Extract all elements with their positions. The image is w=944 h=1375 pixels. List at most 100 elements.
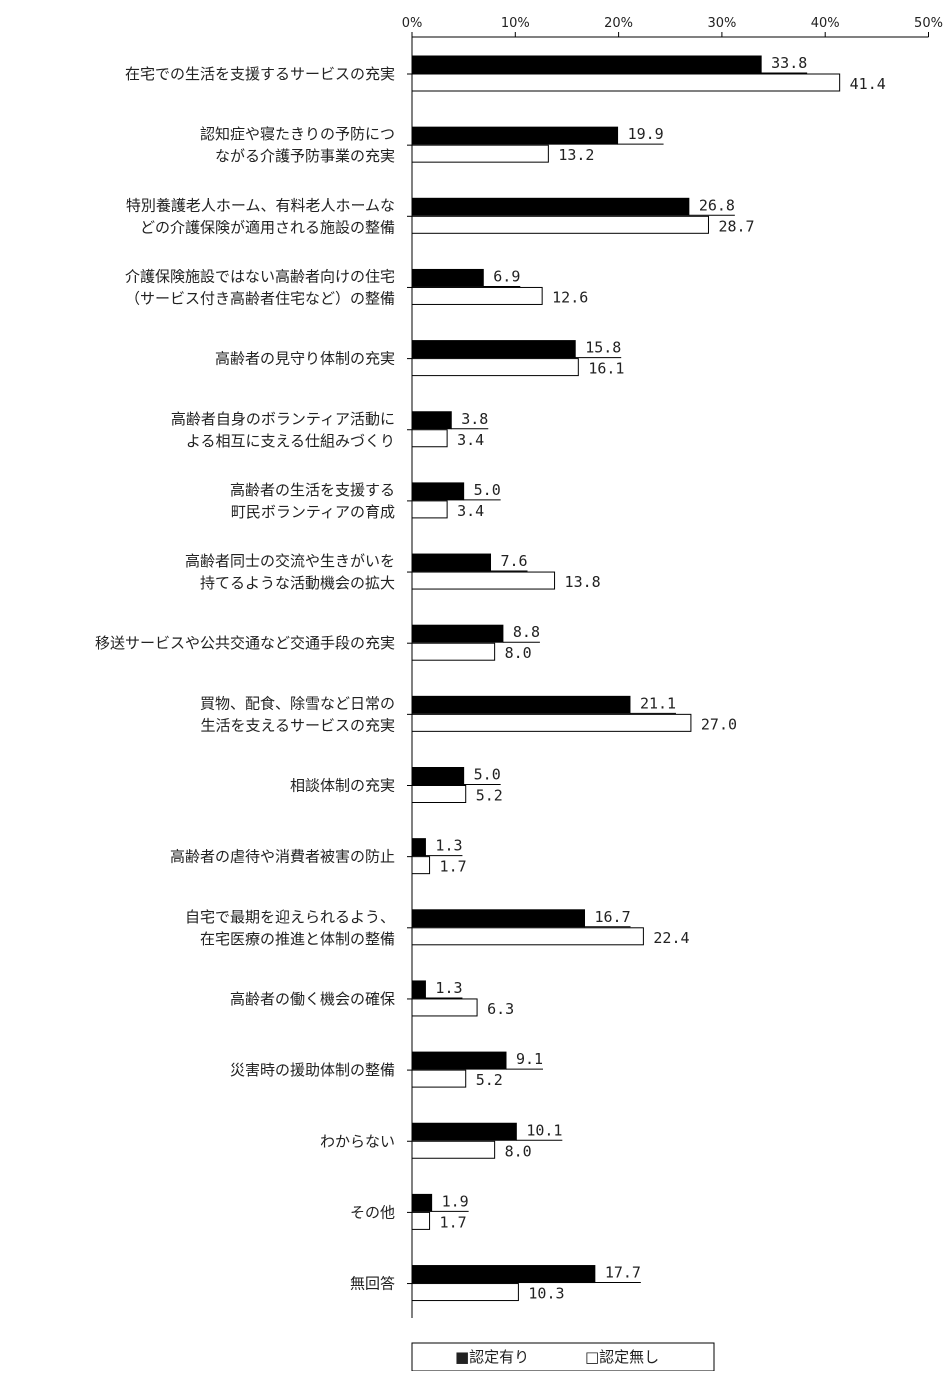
category-label: よる相互に支える仕組みづくり: [186, 432, 395, 450]
data-label: 16.7: [595, 908, 631, 926]
data-label: 9.1: [516, 1050, 543, 1068]
category-label: 買物、配食、除雪など日常の: [200, 694, 395, 712]
bar-ninteiari: [411, 1193, 433, 1212]
category-label: ながる介護予防事業の充実: [215, 147, 395, 165]
category-label: 持てるような活動機会の拡大: [200, 574, 395, 592]
data-label: 6.9: [493, 267, 520, 285]
data-label: 1.7: [440, 1213, 467, 1231]
data-label: 3.4: [457, 431, 484, 449]
data-label: 10.3: [528, 1285, 564, 1303]
data-label: 8.0: [505, 644, 532, 662]
category-label: 無回答: [350, 1275, 395, 1293]
data-label: 5.0: [474, 481, 501, 499]
bar-ninteiari: [411, 1051, 507, 1070]
x-tick-label: 20%: [604, 16, 633, 31]
data-label: 3.4: [457, 502, 484, 520]
category-label: 相談体制の充実: [290, 777, 395, 795]
bar-ninteiari: [411, 482, 465, 501]
category-label: 自宅で最期を迎えられるよう、: [185, 908, 395, 926]
category-label: 高齢者自身のボランティア活動に: [171, 410, 395, 428]
category-label: 在宅医療の推進と体制の整備: [200, 930, 395, 948]
data-label: 16.1: [588, 360, 624, 378]
legend-box: [411, 1342, 715, 1372]
bar-ninteiari: [411, 55, 762, 74]
category-label: 特別養護老人ホーム、有料老人ホームな: [126, 196, 395, 214]
data-label: 1.7: [440, 858, 467, 876]
bar-ninteinashi: [411, 856, 431, 875]
bar-ninteiari: [411, 340, 576, 359]
data-label: 10.1: [526, 1121, 562, 1139]
legend-item-ninteinashi: □認定無し: [585, 1348, 659, 1366]
legend-item-ninteiari: ■認定有り: [455, 1348, 529, 1366]
bar-ninteiari: [411, 980, 426, 999]
data-label: 1.3: [435, 837, 462, 855]
data-label: 12.6: [552, 288, 588, 306]
data-label: 15.8: [585, 339, 621, 357]
bar-ninteiari: [411, 838, 426, 857]
data-label: 21.1: [640, 694, 676, 712]
bar-ninteinashi: [411, 500, 448, 519]
category-label: その他: [350, 1203, 395, 1221]
bar-ninteiari: [411, 268, 484, 287]
bar-ninteiari: [411, 126, 619, 145]
category-label: 高齢者の見守り体制の充実: [215, 350, 395, 368]
data-label: 5.2: [476, 1071, 503, 1089]
data-label: 13.8: [565, 573, 601, 591]
bar-ninteinashi: [411, 429, 448, 448]
data-label: 6.3: [487, 1000, 514, 1018]
category-label: 町民ボランティアの育成: [231, 503, 395, 521]
bar-ninteiari: [411, 695, 631, 714]
bar-ninteiari: [411, 767, 465, 785]
data-label: 5.0: [474, 766, 501, 784]
bar-ninteinashi: [411, 1069, 467, 1088]
data-label: 3.8: [461, 410, 488, 428]
x-tick-label: 30%: [707, 16, 736, 31]
bar-ninteinashi: [411, 1140, 496, 1159]
data-label: 22.4: [653, 929, 689, 947]
data-label: 41.4: [850, 75, 886, 93]
category-label: 移送サービスや公共交通など交通手段の充実: [95, 634, 395, 652]
x-tick-label: 10%: [501, 16, 530, 31]
bar-ninteiari: [411, 197, 690, 216]
bar-ninteinashi: [411, 1211, 431, 1230]
data-label: 17.7: [605, 1264, 641, 1282]
bar-ninteiari: [411, 909, 586, 928]
data-label: 1.3: [435, 979, 462, 997]
category-label: 在宅での生活を支援するサービスの充実: [125, 65, 395, 83]
bar-ninteinashi: [411, 571, 556, 590]
data-label: 5.2: [476, 787, 503, 805]
x-tick-label: 0%: [402, 16, 423, 31]
bar-ninteinashi: [411, 998, 478, 1017]
data-label: 19.9: [628, 125, 664, 143]
data-label: 13.2: [558, 146, 594, 164]
data-label: 26.8: [699, 196, 735, 214]
bar-ninteinashi: [411, 73, 841, 92]
bar-ninteinashi: [411, 286, 543, 305]
category-label: 高齢者同士の交流や生きがいを: [185, 552, 395, 570]
data-label: 27.0: [701, 715, 737, 733]
bar-ninteinashi: [411, 642, 496, 661]
bar-ninteiari: [411, 1265, 596, 1284]
category-label: （サービス付き高齢者住宅など）の整備: [125, 289, 395, 307]
category-label: 高齢者の虐待や消費者被害の防止: [170, 848, 395, 866]
bar-ninteiari: [411, 553, 492, 572]
x-tick-label: 50%: [914, 16, 943, 31]
bar-ninteinashi: [411, 144, 549, 163]
category-label: 高齢者の生活を支援する: [230, 481, 395, 499]
bar-ninteiari: [411, 1122, 517, 1141]
category-label: 介護保険施設ではない高齢者向けの住宅: [125, 267, 395, 285]
data-label: 28.7: [718, 217, 754, 235]
category-label: 認知症や寝たきりの予防につ: [200, 125, 395, 143]
bar-ninteiari: [411, 411, 452, 430]
bar-ninteinashi: [411, 713, 692, 732]
data-label: 33.8: [771, 54, 807, 72]
data-label: 1.9: [442, 1192, 469, 1210]
data-label: 8.8: [513, 623, 540, 641]
bar-ninteinashi: [411, 927, 644, 946]
data-label: 7.6: [501, 552, 528, 570]
bar-ninteinashi: [411, 1283, 519, 1302]
category-label: どの介護保険が適用される施設の整備: [140, 218, 395, 236]
x-tick-label: 40%: [811, 16, 840, 31]
